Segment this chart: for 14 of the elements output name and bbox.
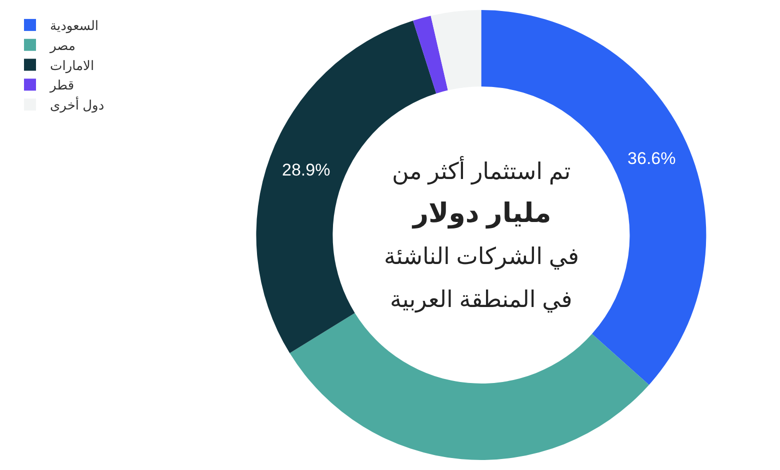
text: في الشركات الناشئة	[384, 243, 580, 270]
data-label: 36.6%	[628, 149, 676, 168]
donut-slice	[430, 10, 482, 90]
donut-slice	[413, 16, 448, 94]
legend-label: قطر	[49, 78, 74, 94]
legend-label: السعودية	[50, 18, 99, 34]
data-label: 28.9%	[282, 160, 330, 180]
legend-label: دول أخرى	[50, 96, 104, 114]
text: تم استثمار أكثر من	[392, 156, 571, 185]
legend-label: مصر	[49, 38, 76, 54]
text: مليار دولار	[411, 198, 552, 229]
text: في المنطقة العربية	[390, 286, 572, 313]
legend-label: الامارات	[50, 58, 94, 74]
donut-slice	[290, 312, 650, 460]
